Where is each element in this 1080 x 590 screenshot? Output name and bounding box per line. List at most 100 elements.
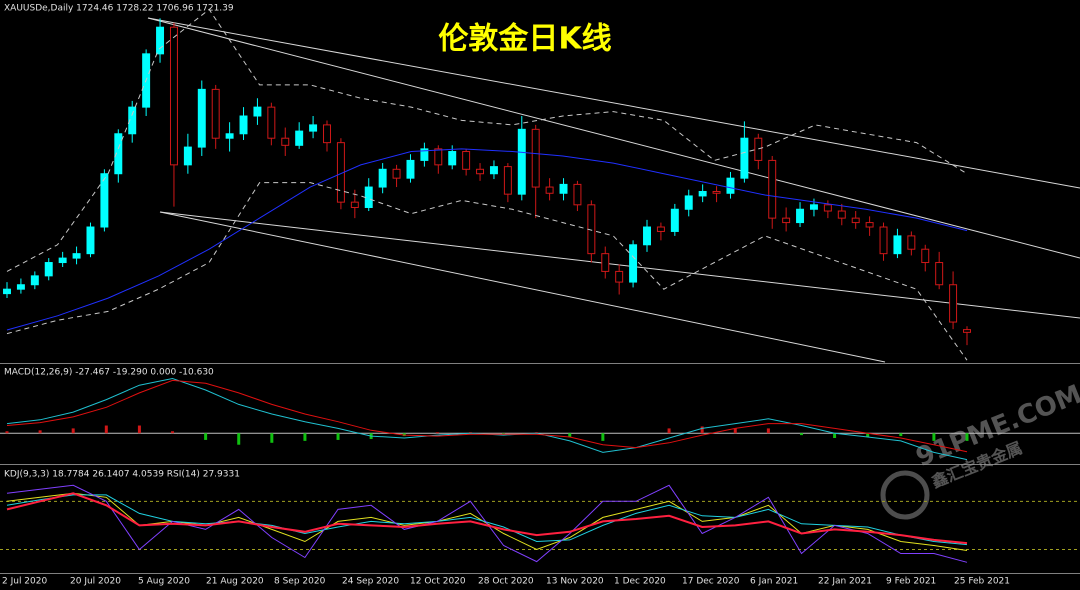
x-tick-label: 25 Feb 2021 — [954, 577, 1010, 587]
trend-line — [147, 17, 1080, 259]
candle-body — [420, 148, 429, 161]
candle-body — [476, 168, 485, 175]
indicator-line — [6, 492, 968, 545]
candle-body — [823, 204, 832, 212]
candle-body — [517, 128, 526, 195]
candle-body — [128, 106, 137, 135]
candle-body — [698, 190, 707, 197]
candle-body — [545, 186, 554, 194]
candle-body — [503, 166, 512, 195]
candle-body — [629, 244, 638, 283]
candle-body — [740, 137, 749, 179]
candle-body — [156, 26, 165, 55]
macd-header: MACD(12,26,9) -27.467 -19.290 0.000 -10.… — [4, 368, 214, 378]
candle-body — [267, 106, 276, 139]
x-tick-label: 8 Sep 2020 — [274, 577, 326, 587]
candle-body — [239, 115, 248, 135]
candle-body — [434, 148, 443, 166]
candle-body — [211, 88, 220, 139]
candle-body — [225, 133, 234, 139]
candle-body — [684, 195, 693, 210]
candle-body — [796, 208, 805, 224]
trend-line — [147, 17, 1080, 189]
candle-body — [3, 288, 11, 295]
candle-body — [86, 226, 95, 255]
candle-body — [309, 124, 318, 132]
x-tick-label: 12 Oct 2020 — [410, 577, 466, 587]
x-tick-label: 1 Dec 2020 — [614, 577, 666, 587]
x-tick-label: 5 Aug 2020 — [138, 577, 190, 587]
main-header: XAUUSDe,Daily 1724.46 1728.22 1706.96 17… — [4, 4, 234, 14]
candle-body — [378, 168, 387, 188]
candle-body — [837, 210, 846, 219]
candle-body — [809, 204, 818, 210]
candle-body — [364, 186, 373, 208]
candle-body — [489, 166, 498, 175]
indicator-line — [6, 379, 968, 453]
x-tick-label: 20 Jul 2020 — [70, 577, 121, 587]
x-tick-label: 9 Feb 2021 — [886, 577, 936, 587]
candle-body — [253, 106, 262, 117]
candle-body — [949, 284, 958, 323]
candle-body — [448, 151, 457, 166]
candle-body — [656, 226, 665, 232]
indicator-line — [6, 8, 968, 272]
candle-body — [462, 151, 471, 170]
x-tick-label: 2 Jul 2020 — [2, 577, 47, 587]
trend-line — [159, 211, 886, 363]
candle-body — [531, 128, 540, 188]
x-tick-label: 24 Sep 2020 — [342, 577, 399, 587]
x-tick-label: 21 Aug 2020 — [206, 577, 264, 587]
candle-body — [573, 183, 582, 206]
candle-body — [615, 270, 624, 283]
candle-body — [726, 177, 735, 194]
indicator-line — [6, 148, 968, 331]
candle-body — [72, 253, 81, 259]
x-tick-label: 28 Oct 2020 — [478, 577, 534, 587]
candle-body — [16, 284, 25, 290]
candle-body — [559, 183, 568, 194]
candle-body — [601, 253, 610, 272]
indicator-line — [6, 494, 968, 546]
candle-body — [281, 137, 290, 146]
trend-line — [159, 211, 1080, 319]
candle-body — [169, 26, 178, 166]
kdj-header: KDJ(9,3,3) 18.7784 26.1407 4.0539 RSI(14… — [4, 470, 240, 480]
candle-body — [879, 226, 888, 255]
candle-body — [907, 235, 916, 250]
candle-body — [865, 222, 874, 228]
trend-lines — [147, 17, 1080, 363]
x-tick-label: 22 Jan 2021 — [818, 577, 872, 587]
candle-body — [30, 275, 39, 286]
candle-body — [44, 262, 53, 277]
candle-body — [58, 257, 67, 264]
x-tick-label: 17 Dec 2020 — [682, 577, 740, 587]
watermark-logo — [880, 470, 930, 520]
candle-body — [323, 124, 331, 144]
candle-body — [851, 217, 860, 224]
candle-body — [712, 190, 721, 194]
candle-body — [100, 173, 109, 228]
candle-body — [921, 248, 930, 264]
x-tick-label: 13 Nov 2020 — [546, 577, 604, 587]
candle-body — [295, 130, 304, 146]
indicator-line — [6, 182, 968, 361]
candle-body — [183, 146, 192, 166]
candle-body — [768, 159, 777, 219]
candle-body — [782, 217, 791, 224]
candle-body — [392, 168, 401, 179]
candle-body — [935, 262, 944, 286]
candle-body — [893, 235, 902, 255]
candle-body — [670, 208, 679, 232]
candle-body — [643, 226, 651, 246]
candle-body — [754, 137, 763, 161]
candle-body — [114, 133, 123, 175]
x-tick-label: 6 Jan 2021 — [750, 577, 798, 587]
candle-body — [406, 159, 415, 179]
indicator-line — [6, 484, 968, 563]
candle-body — [197, 88, 206, 148]
candle-body — [350, 201, 359, 208]
chart-title: 伦敦金日K线 — [438, 22, 611, 57]
